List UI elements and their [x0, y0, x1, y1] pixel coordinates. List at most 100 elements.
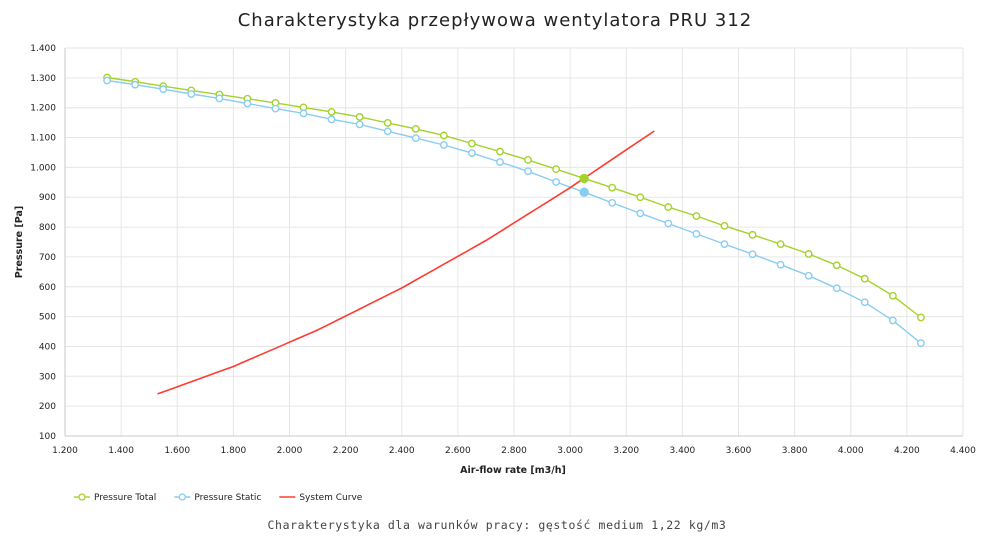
- y-tick-label: 1.300: [30, 74, 56, 84]
- data-point: [748, 250, 757, 259]
- data-point: [439, 141, 448, 149]
- data-point: [271, 104, 280, 113]
- data-point: [187, 90, 196, 98]
- data-point: [524, 156, 532, 164]
- x-tick-label: 1.200: [52, 446, 78, 456]
- data-point: [917, 339, 925, 348]
- data-point: [383, 127, 392, 136]
- grid: [64, 47, 964, 437]
- data-point: [608, 199, 617, 207]
- legend-item: Pressure Total: [74, 493, 156, 503]
- data-point: [720, 221, 729, 230]
- data-point: [496, 158, 504, 166]
- data-point: [355, 113, 364, 121]
- x-tick-label: 2.000: [277, 446, 303, 456]
- data-point: [832, 284, 841, 293]
- series-pressure-total: [103, 73, 925, 322]
- y-tick-label: 100: [39, 432, 56, 442]
- data-point: [327, 115, 336, 124]
- data-point: [860, 298, 869, 307]
- data-point: [720, 240, 729, 248]
- y-tick-label: 1.400: [30, 44, 56, 54]
- x-tick-label: 2.400: [389, 446, 415, 456]
- y-tick-label: 200: [39, 402, 56, 412]
- chart-subtitle: Charakterystyka dla warunków pracy: gęst…: [268, 518, 727, 532]
- data-point: [636, 193, 645, 202]
- data-point: [552, 165, 560, 174]
- legend-swatch-marker: [78, 493, 86, 501]
- data-point: [888, 291, 897, 300]
- y-tick-label: 500: [39, 313, 56, 323]
- axes: [64, 48, 963, 437]
- data-point: [692, 212, 701, 220]
- x-axis-label: Air-flow rate [m3/h]: [460, 465, 566, 476]
- y-tick-label: 900: [39, 193, 56, 203]
- series: [103, 73, 925, 395]
- data-point: [383, 119, 392, 127]
- data-point: [664, 219, 673, 228]
- data-point: [215, 94, 224, 103]
- series-system-curve: [157, 130, 655, 395]
- chart-title: Charakterystyka przepływowa wentylatora …: [238, 10, 753, 31]
- data-point: [439, 131, 448, 140]
- legend-label: Pressure Total: [94, 493, 156, 503]
- operating-point: [579, 187, 589, 197]
- x-tick-label: 4.400: [950, 446, 976, 456]
- data-point: [776, 260, 785, 269]
- data-point: [468, 149, 476, 157]
- x-tick-label: 1.600: [164, 446, 190, 456]
- x-tick-label: 3.800: [782, 446, 808, 456]
- x-tick-label: 4.000: [838, 446, 864, 456]
- data-point: [664, 203, 673, 211]
- data-point: [608, 183, 617, 192]
- data-point: [159, 85, 168, 94]
- x-tick-label: 3.000: [557, 446, 583, 456]
- data-point: [776, 240, 785, 248]
- y-axis-label: Pressure [Pa]: [14, 206, 25, 278]
- y-tick-label: 800: [39, 223, 56, 233]
- data-point: [860, 274, 869, 283]
- data-point: [552, 178, 560, 186]
- data-point: [411, 124, 420, 133]
- legend-swatch-marker: [178, 493, 186, 501]
- data-point: [299, 109, 308, 118]
- y-tick-label: 700: [39, 253, 56, 263]
- data-point: [355, 120, 364, 129]
- y-tick-label: 1.000: [30, 163, 56, 173]
- data-point: [804, 250, 813, 258]
- data-point: [103, 76, 111, 85]
- data-point: [496, 147, 504, 156]
- legend-item: System Curve: [279, 493, 363, 503]
- data-point: [888, 316, 897, 325]
- legend-label: Pressure Static: [194, 493, 261, 503]
- data-point: [524, 167, 532, 176]
- operating-point: [579, 173, 589, 184]
- data-point: [917, 313, 925, 322]
- x-tick-label: 1.400: [108, 446, 134, 456]
- data-point: [692, 230, 701, 238]
- data-point: [411, 134, 420, 143]
- legend: Pressure Total Pressure Static System Curv…: [74, 493, 363, 503]
- y-tick-label: 1.100: [30, 134, 56, 144]
- data-point: [748, 230, 757, 239]
- y-tick-label: 400: [39, 342, 56, 352]
- y-tick-label: 1.200: [30, 104, 56, 114]
- data-point: [832, 261, 841, 270]
- x-tick-label: 3.400: [669, 446, 695, 456]
- data-point: [804, 271, 813, 280]
- data-point: [636, 209, 645, 218]
- x-tick-label: 1.800: [220, 446, 246, 456]
- data-point: [468, 139, 476, 148]
- x-tick-label: 4.200: [894, 446, 920, 456]
- x-tick-label: 2.200: [333, 446, 359, 456]
- x-tick-label: 3.600: [726, 446, 752, 456]
- data-point: [131, 80, 140, 89]
- x-tick-label: 2.800: [501, 446, 527, 456]
- series-line: [157, 130, 655, 395]
- x-tick-label: 2.600: [445, 446, 471, 456]
- series-line: [106, 79, 922, 344]
- data-point: [243, 99, 252, 108]
- legend-item: Pressure Static: [174, 493, 261, 503]
- data-point: [327, 107, 336, 116]
